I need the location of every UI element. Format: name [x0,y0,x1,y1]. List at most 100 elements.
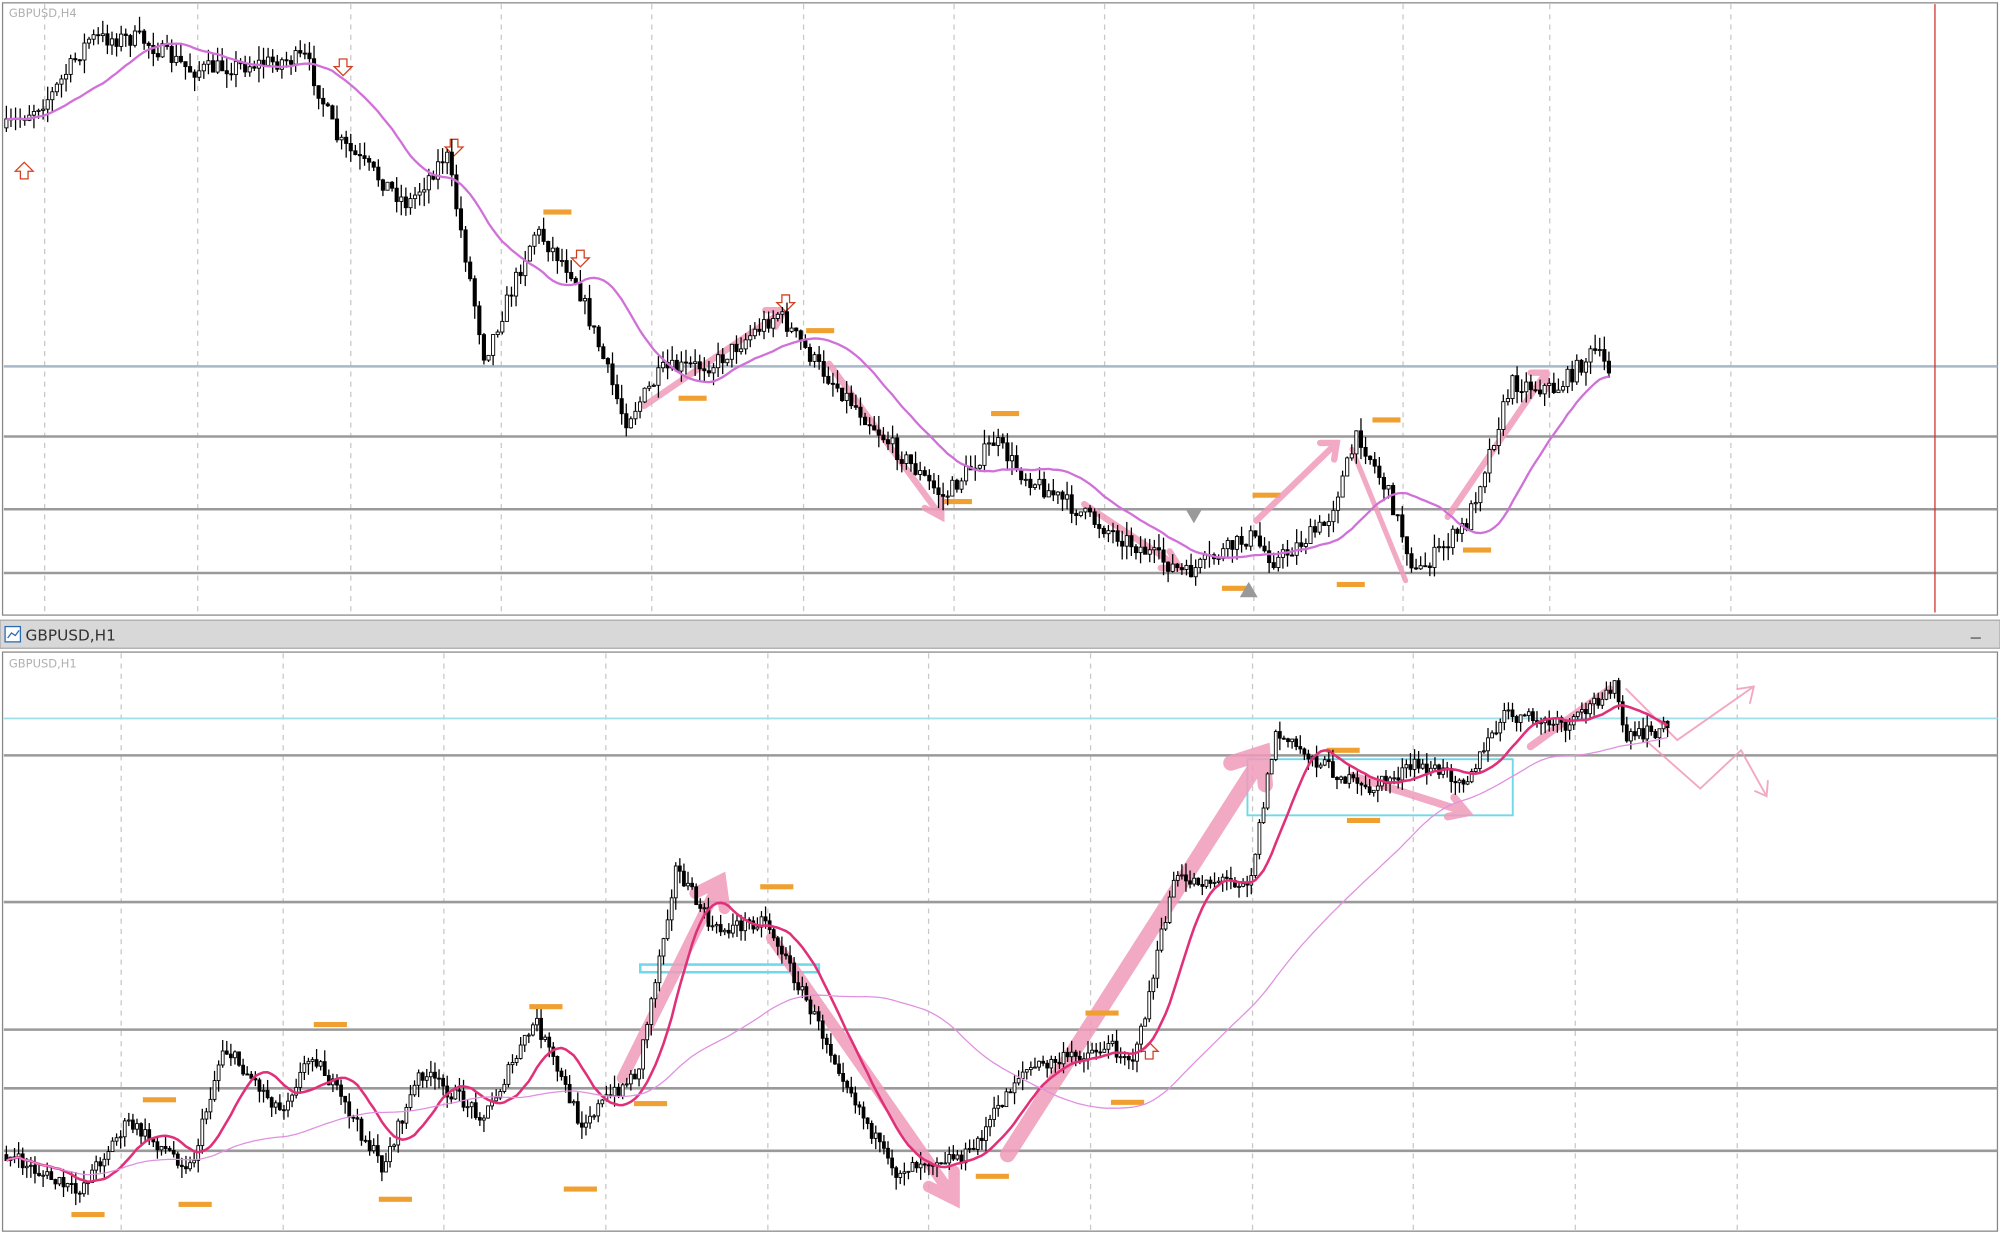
candle-body [1156,547,1161,551]
candle [77,1190,82,1203]
candle-body [220,60,225,72]
candle [828,1033,833,1063]
candle [1308,518,1313,544]
candle-body [1641,728,1645,740]
candle [1028,1061,1033,1076]
candle-body [918,470,923,475]
candle-body [816,1011,821,1022]
candle-body [1097,524,1102,529]
candle [894,1165,899,1190]
candle-body [73,1183,78,1194]
candle [682,863,686,888]
candle [821,350,826,384]
candle-body [633,410,638,420]
candle [96,27,101,45]
candle-body [270,56,275,63]
candle [841,1062,845,1093]
candle-body [1004,1091,1009,1108]
candle [1641,717,1645,743]
candle-body [1506,709,1511,712]
candle [665,909,670,941]
candle-body [661,938,666,957]
candle [204,1107,209,1125]
candle-body [955,1154,960,1160]
candle [1053,1056,1058,1073]
candle [457,1077,462,1102]
candle [1294,736,1299,751]
candle [1367,779,1372,796]
candle-body [477,305,482,336]
candle [307,42,312,71]
candle [766,311,771,333]
candle [853,1086,858,1114]
candle [159,1145,164,1156]
candle-body [109,38,115,46]
candle [1286,737,1290,748]
candle-body [610,363,615,386]
candle [412,1080,417,1097]
candle [1477,751,1482,772]
candle [69,1172,74,1194]
candle-body [908,454,914,465]
candle [380,178,385,197]
candle [469,1101,474,1119]
candle-body [204,1111,209,1120]
candle-body [964,465,969,482]
candle [600,1099,605,1108]
candle [1604,681,1609,701]
candle-body [1234,535,1240,550]
candle-body [482,1117,486,1121]
candle [567,1075,572,1104]
candle-body [808,999,813,1015]
candle-body [1074,512,1079,517]
candle-body [1138,546,1143,554]
candle-body [1208,879,1213,884]
candle [1267,541,1272,573]
window-title-bar[interactable] [0,619,2000,649]
candle-body [861,1106,866,1119]
candle-body [657,955,662,984]
marker [563,1186,597,1192]
candle [780,936,784,964]
candle-body [812,354,817,362]
candle [1616,677,1621,710]
candle [1147,980,1152,1023]
candle-body [527,245,532,262]
candle-body [844,392,849,402]
candle [135,1118,139,1136]
candle [41,1170,45,1188]
candle [788,945,792,972]
candle [1404,759,1409,779]
marker [529,1004,563,1010]
candle [954,478,959,493]
candle-body [146,42,151,46]
candle [171,1141,176,1158]
candle [1126,1052,1131,1070]
candle [877,1132,882,1153]
candle [1602,336,1607,371]
candle-body [473,1102,478,1118]
candle [1196,877,1201,886]
marker [1346,817,1381,823]
candle [1322,756,1327,767]
candle [1000,1104,1005,1108]
candle [1060,490,1065,512]
candle [247,56,252,77]
candle [601,343,606,360]
candle [371,1138,376,1154]
candle-body [1216,880,1221,883]
candle-body [348,142,353,152]
candle-body [289,60,294,65]
candle-body [1253,530,1258,537]
candle [1340,470,1345,498]
candle-body [624,1083,629,1086]
candle-body [31,111,36,116]
candle [1208,876,1213,889]
candle-body [1331,761,1335,778]
candle-body [894,1167,899,1178]
candle [906,1170,911,1180]
candle [757,318,762,336]
candle-body [862,416,868,426]
candle [1455,527,1460,542]
candle-body [77,1192,82,1195]
